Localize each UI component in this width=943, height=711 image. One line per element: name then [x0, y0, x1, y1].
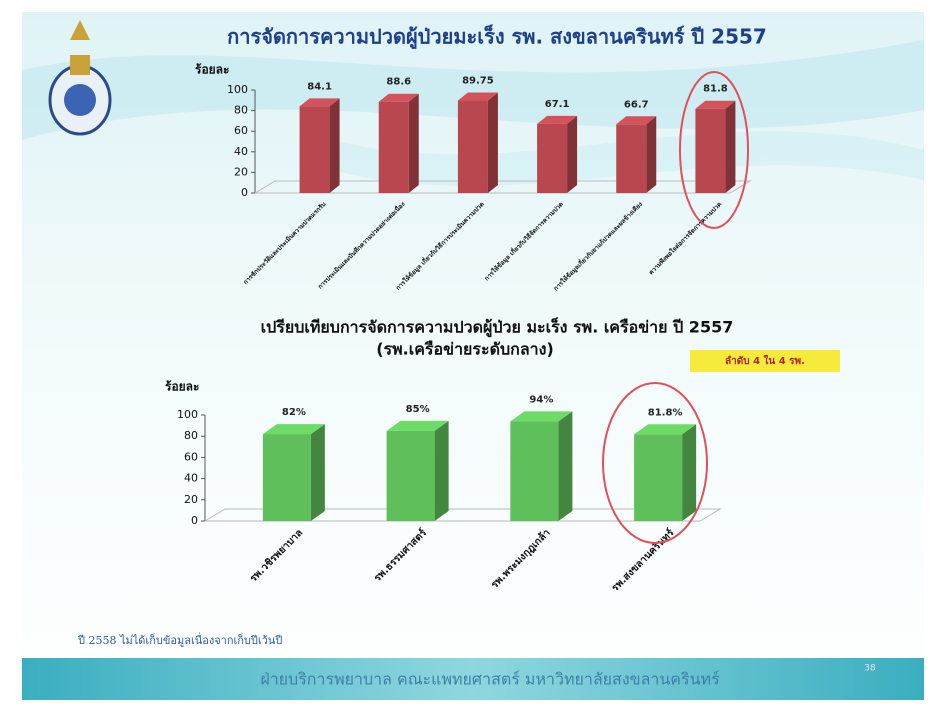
bar [510, 421, 559, 521]
chart-title: เปรียบเทียบการจัดการความปวดผู้ป่วย มะเร็… [261, 316, 734, 339]
y-tick-label: 0 [191, 514, 198, 527]
y-tick-label: 60 [234, 124, 248, 137]
bar-side [310, 424, 325, 521]
footer: ฝ่ายบริการพยาบาล คณะแพทยศาสตร์ มหาวิทยาล… [260, 670, 720, 689]
highlight-circle [679, 71, 749, 229]
bar-side [725, 100, 736, 193]
bar [262, 434, 311, 521]
y-axis-label: ร้อยละ [165, 380, 199, 394]
value-label: 82% [282, 407, 306, 418]
bar-side [567, 115, 578, 193]
bar-top [386, 420, 449, 431]
value-label: 81.8 [703, 84, 728, 95]
footer-band [22, 658, 924, 700]
badge: ลำดับ 4 ใน 4 รพ. [725, 354, 805, 367]
bar [378, 101, 409, 193]
y-axis-label: ร้อยละ [195, 63, 229, 77]
bar-top [299, 98, 340, 107]
bar [537, 123, 568, 193]
y-tick-label: 60 [184, 450, 198, 463]
wave [300, 130, 924, 186]
y-tick-label: 100 [227, 83, 248, 96]
bar-side [646, 116, 657, 193]
bar [299, 106, 330, 193]
bar-side [682, 424, 697, 521]
value-label: 81.8% [648, 407, 683, 418]
bar [386, 430, 435, 521]
y-tick-label: 100 [177, 408, 198, 421]
bar-top [262, 424, 325, 435]
bar-top [457, 92, 498, 101]
y-tick-label: 40 [184, 472, 198, 485]
bar [634, 434, 683, 521]
bar-top [695, 100, 736, 109]
note: ปี 2558 ไม่ได้เก็บข้อมูลเนื่องจากเก็บปีเ… [77, 632, 282, 647]
y-tick-label: 80 [234, 104, 248, 117]
bar [695, 108, 726, 193]
badge-bg [690, 350, 840, 372]
bar-side [487, 92, 498, 193]
value-label: 66.7 [624, 99, 649, 110]
bar-top [616, 116, 657, 125]
bar [616, 124, 647, 193]
bar-side [434, 420, 449, 521]
y-tick-label: 20 [234, 165, 248, 178]
chart-subtitle: (รพ.เครือข่ายระดับกลาง) [376, 340, 554, 359]
chart-title: การจัดการความปวดผู้ป่วยมะเร็ง รพ. สงขลาน… [227, 24, 767, 51]
y-tick-label: 80 [184, 429, 198, 442]
y-tick-label: 0 [241, 186, 248, 199]
bar-top [537, 115, 578, 124]
bar [457, 100, 488, 193]
bar-side [329, 98, 340, 193]
value-label: 94% [529, 394, 553, 405]
bar-top [510, 411, 573, 422]
y-tick-label: 20 [184, 493, 198, 506]
bar-side [408, 93, 419, 193]
value-label: 89.75 [462, 76, 494, 87]
logo [48, 20, 112, 136]
highlight-circle [602, 382, 708, 544]
bar-side [558, 411, 573, 521]
bar-top [634, 424, 697, 435]
value-label: 84.1 [307, 81, 332, 92]
value-label: 88.6 [386, 77, 411, 88]
bar-top [378, 93, 419, 102]
value-label: 85% [406, 404, 430, 415]
y-tick-label: 40 [234, 145, 248, 158]
floor [253, 180, 752, 194]
value-label: 67.1 [545, 99, 570, 110]
page-number: 38 [864, 664, 876, 674]
